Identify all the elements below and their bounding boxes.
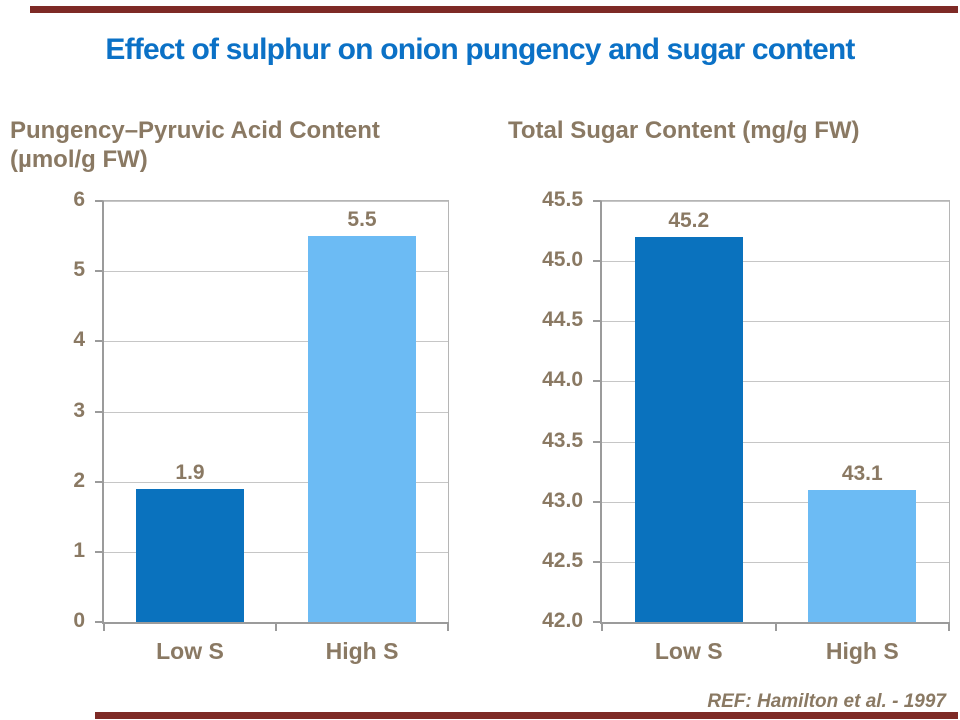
y-tick-label: 43.0 <box>542 488 583 512</box>
sugar-chart-title: Total Sugar Content (mg/g FW) <box>508 116 860 145</box>
bar-high-s <box>308 236 416 622</box>
gridline-43.0 <box>602 501 949 503</box>
category-label-low-s: Low S <box>654 638 723 664</box>
y-axis-tick <box>593 380 600 383</box>
y-axis-tick <box>593 320 600 323</box>
y-tick-label: 45.0 <box>542 248 583 272</box>
y-axis-tick <box>95 270 102 273</box>
gridline-42.5 <box>602 561 949 563</box>
y-axis-tick <box>95 550 102 553</box>
y-tick-label: 43.5 <box>542 428 583 452</box>
bar-value-label: 43.1 <box>841 461 883 485</box>
y-tick-label: 44.5 <box>542 308 583 332</box>
y-tick-label: 42.5 <box>542 548 583 572</box>
pungency-chart-title: Pungency–Pyruvic Acid Content (µmol/g FW) <box>10 116 380 174</box>
bar-value-label: 1.9 <box>175 460 205 484</box>
gridline-2 <box>104 481 448 483</box>
reference-citation: REF: Hamilton et al. - 1997 <box>707 691 946 712</box>
x-axis-tick <box>948 622 950 631</box>
y-tick-label: 0 <box>73 609 85 632</box>
y-axis-tick <box>593 260 600 263</box>
y-tick-label: 4 <box>73 328 85 352</box>
gridline-45.0 <box>602 261 949 263</box>
bottom-accent-rule <box>95 712 958 719</box>
gridline-5 <box>104 271 448 273</box>
gridline-6 <box>104 201 448 202</box>
gridline-44.0 <box>602 381 949 383</box>
bar-low-s <box>136 488 244 622</box>
category-label-high-s: High S <box>325 638 399 664</box>
top-accent-rule <box>30 6 958 13</box>
pungency-chart-title-line: (µmol/g FW) <box>10 146 148 173</box>
x-axis-tick <box>601 622 603 631</box>
y-tick-label: 3 <box>73 398 85 422</box>
y-axis-tick <box>593 621 600 623</box>
bar-value-label: 45.2 <box>668 209 710 233</box>
x-axis-tick <box>774 622 777 631</box>
x-axis-tick <box>275 622 277 631</box>
bar-value-label: 5.5 <box>347 208 377 232</box>
bar-low-s <box>634 237 743 622</box>
y-axis-tick <box>95 340 102 343</box>
y-tick-label: 6 <box>73 188 85 211</box>
pungency-chart-title-line: Pungency–Pyruvic Acid Content <box>10 117 380 144</box>
y-axis-tick <box>593 560 600 563</box>
x-axis-tick <box>447 622 449 631</box>
y-axis-tick <box>95 410 102 413</box>
y-tick-label: 45.5 <box>542 188 583 211</box>
gridline-4 <box>104 341 448 343</box>
y-axis-tick <box>95 480 102 483</box>
gridline-43.5 <box>602 441 949 443</box>
gridline-44.5 <box>602 321 949 323</box>
y-axis-tick <box>593 440 600 443</box>
gridline-1 <box>104 551 448 553</box>
y-axis-tick <box>593 200 600 202</box>
category-label-low-s: Low S <box>156 638 224 664</box>
slide-title: Effect of sulphur on onion pungency and … <box>105 33 855 66</box>
y-tick-label: 5 <box>73 258 85 282</box>
sugar-chart-title-line: Total Sugar Content (mg/g FW) <box>508 117 860 144</box>
y-axis-tick <box>95 621 102 623</box>
y-tick-label: 42.0 <box>542 609 583 632</box>
y-axis-tick <box>95 200 102 202</box>
sugar-chart-plot: 42.0 42.5 43.0 43.5 44.0 44.5 45.0 45.5 45.2 Low … <box>542 189 950 663</box>
y-axis-tick <box>593 500 600 503</box>
gridline-3 <box>104 411 448 413</box>
pungency-chart-plot: 0 1 2 3 4 5 6 1.9 Low S 5.5 High S <box>73 189 449 663</box>
category-label-high-s: High S <box>825 638 899 664</box>
gridline-45.5 <box>602 201 949 202</box>
y-tick-label: 2 <box>73 468 85 492</box>
y-tick-label: 44.0 <box>542 368 583 392</box>
x-axis-tick <box>103 622 105 631</box>
y-tick-label: 1 <box>73 538 85 562</box>
bar-high-s <box>808 489 917 622</box>
